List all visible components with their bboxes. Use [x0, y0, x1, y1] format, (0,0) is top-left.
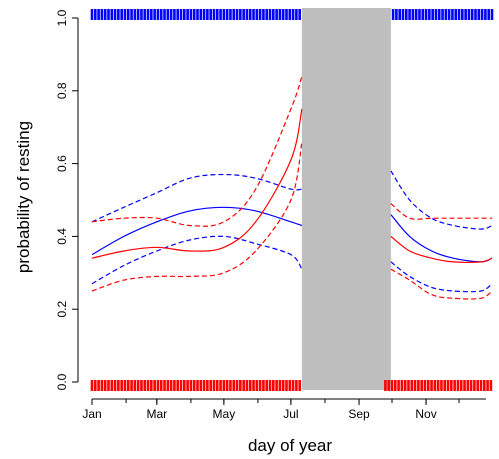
x-tick-label: Sep — [348, 407, 370, 421]
series-line-red-dashed — [390, 268, 493, 300]
rug-top — [90, 9, 494, 20]
shaded-gap — [301, 8, 391, 390]
x-axis: Jan Mar May Jul Sep Nov — [82, 398, 486, 421]
x-tick-label: May — [213, 407, 236, 421]
y-axis-title: probability of resting — [14, 121, 33, 273]
series-line-blue-dashed — [91, 235, 303, 285]
y-axis: 0.0 0.2 0.4 0.6 0.8 1.0 — [55, 9, 79, 390]
series-lines — [91, 76, 493, 300]
x-tick-label: Mar — [146, 407, 167, 421]
series-line-red-solid — [390, 235, 493, 263]
y-tick-label: 0.8 — [55, 82, 69, 99]
series-line-blue-dashed — [390, 261, 493, 293]
y-tick-label: 0.2 — [55, 301, 69, 318]
series-line-red-dashed — [390, 203, 492, 220]
x-tick-label: Jul — [283, 407, 298, 421]
x-axis-title: day of year — [248, 436, 332, 455]
series-line-blue-solid — [91, 206, 303, 256]
rug-bottom — [90, 380, 493, 391]
x-tick-label: Jan — [82, 407, 101, 421]
y-tick-label: 1.0 — [55, 9, 69, 26]
y-tick-label: 0.4 — [55, 228, 69, 245]
series-line-red-dashed — [91, 141, 303, 292]
series-line-red-solid — [91, 108, 303, 259]
series-line-blue-dashed — [91, 173, 302, 223]
y-tick-label: 0.6 — [55, 155, 69, 172]
series-line-red-dashed — [91, 76, 303, 227]
y-tick-label: 0.0 — [55, 373, 69, 390]
series-line-blue-solid — [390, 214, 493, 263]
x-tick-label: Nov — [415, 407, 436, 421]
series-line-blue-dashed — [390, 170, 493, 230]
